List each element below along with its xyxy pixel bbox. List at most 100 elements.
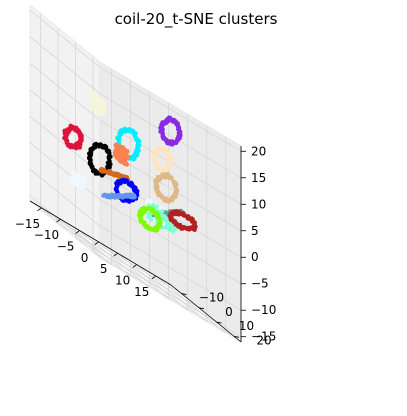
scatter-point [113, 194, 118, 199]
scatter-point [93, 107, 98, 113]
z-tick-label: 5 [251, 224, 259, 238]
scatter-point [165, 218, 170, 223]
scatter-point [101, 193, 106, 198]
x-tick-label: 5 [100, 262, 108, 276]
gridline-z-left [29, 142, 101, 201]
scatter-point [81, 185, 86, 190]
cluster-5 [153, 171, 180, 204]
y-tick-label: 20 [256, 333, 271, 347]
scatter-point [64, 138, 70, 144]
gridline-y-floor [92, 251, 235, 337]
scatter-point [75, 173, 80, 178]
x-tick [94, 241, 99, 246]
z-tick-label: 10 [251, 197, 266, 211]
z-tick-label: −15 [251, 330, 276, 344]
scatter-point [90, 93, 95, 98]
gridline-z-left [29, 9, 101, 68]
x-tick [151, 275, 156, 280]
scatter-point [173, 192, 179, 197]
x-tick [113, 252, 118, 257]
scatter-point [154, 204, 160, 210]
scatter-point [106, 193, 111, 198]
x-tick [75, 230, 80, 234]
scatter-point [107, 165, 112, 170]
scatter-point [78, 139, 83, 144]
cluster-16 [69, 170, 87, 190]
y-tick-label: −10 [199, 291, 224, 305]
scatter-point [112, 150, 118, 155]
scatter-point [167, 227, 172, 232]
scatter-point [108, 154, 113, 159]
scatter-point [82, 180, 87, 185]
scatter-point [136, 148, 141, 153]
x-tick-label: −10 [34, 228, 59, 242]
scatter-point [108, 171, 114, 176]
scatter-point [123, 156, 129, 161]
gridline-z-back [99, 66, 242, 152]
y-tick [181, 293, 187, 295]
scatter-point [153, 181, 158, 186]
cluster-4 [112, 142, 131, 167]
z-tick-label: 20 [251, 144, 266, 158]
scatter-point [149, 217, 154, 222]
scatter-point [109, 194, 114, 200]
scatter-point [172, 227, 178, 232]
scatter-point [177, 135, 182, 141]
x-tick-label: 15 [134, 285, 149, 299]
scatter-point [118, 159, 124, 164]
gridline-z-left [29, 168, 101, 227]
axes-lines [29, 146, 242, 343]
gridline-z-left [29, 36, 101, 95]
scatter-point [105, 149, 111, 155]
gridline-z-back [99, 225, 242, 311]
x-tick-label: 10 [115, 274, 130, 288]
z-tick-label: 0 [251, 250, 259, 264]
scatter-point [160, 215, 166, 220]
x-tick [132, 264, 137, 268]
x-tick [37, 207, 42, 212]
scatter-point [192, 227, 197, 232]
scatter-point [72, 177, 78, 183]
scatter-point [131, 193, 137, 198]
scatter-point [166, 162, 171, 168]
scatter-point [101, 111, 107, 116]
scatter-point [171, 179, 176, 185]
scatter-point [153, 159, 158, 164]
scatter-point [122, 193, 127, 198]
y-tick-label: 0 [225, 305, 233, 319]
cluster-1 [88, 90, 107, 116]
scatter-point [170, 119, 176, 124]
axes-gridlines [29, 9, 242, 338]
scatter-point [117, 174, 123, 179]
gridline-z-left [29, 62, 101, 121]
scatter-point [95, 102, 101, 107]
z-tick-label: 15 [251, 171, 266, 185]
scatter-point [98, 96, 103, 101]
scatter-point [112, 172, 117, 178]
z-tick-label: −5 [251, 277, 269, 291]
x-tick [56, 218, 61, 223]
scatter-point [113, 143, 118, 148]
chart-title: coil-20_t-SNE clusters [115, 10, 278, 29]
scatter-point [147, 199, 152, 204]
scatter-point [93, 97, 98, 102]
scatter-point [96, 110, 102, 115]
cluster-14 [167, 209, 198, 232]
scatter-point [126, 181, 132, 187]
gridline-z-back [99, 93, 242, 179]
x-tick-label: −5 [57, 240, 75, 254]
cluster-points [62, 90, 198, 234]
gridline-z-left [29, 89, 101, 148]
y-tick [216, 321, 222, 324]
cluster-0 [158, 115, 183, 147]
x-tick-label: −15 [15, 217, 40, 231]
z-tick-label: −10 [251, 303, 276, 317]
y-tick [198, 307, 205, 310]
scatter-point [76, 182, 81, 188]
scatter-point [157, 221, 162, 227]
cluster-7 [62, 123, 84, 151]
cluster-3 [151, 145, 174, 173]
y-tick-label: 10 [239, 319, 254, 333]
